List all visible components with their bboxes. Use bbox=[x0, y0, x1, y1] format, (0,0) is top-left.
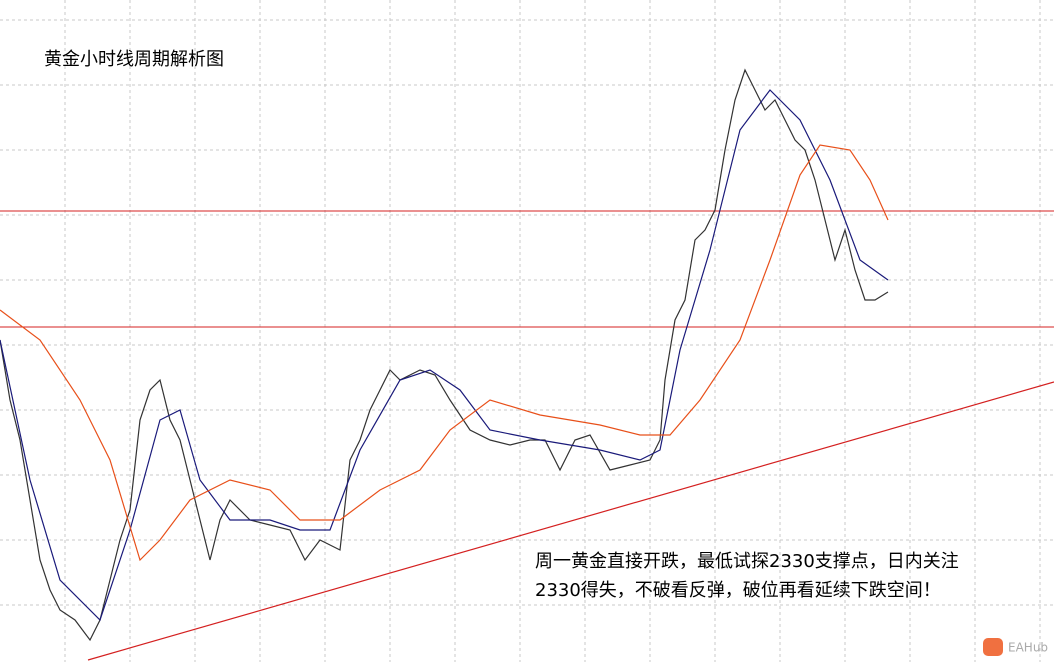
annotation: 2330得失，不破看反弹，破位再看延续下跌空间！ bbox=[535, 580, 941, 601]
annotation: 周一黄金直接开跌，最低试探2330支撑点，日内关注 bbox=[535, 551, 959, 572]
trend-line bbox=[87, 381, 1054, 661]
watermark: EAHub bbox=[1008, 641, 1048, 655]
watermark-icon bbox=[983, 638, 1003, 656]
series-line bbox=[0, 68, 889, 642]
series-line bbox=[0, 89, 889, 622]
chart-title: 黄金小时线周期解析图 bbox=[44, 49, 224, 70]
series-line bbox=[0, 144, 889, 562]
